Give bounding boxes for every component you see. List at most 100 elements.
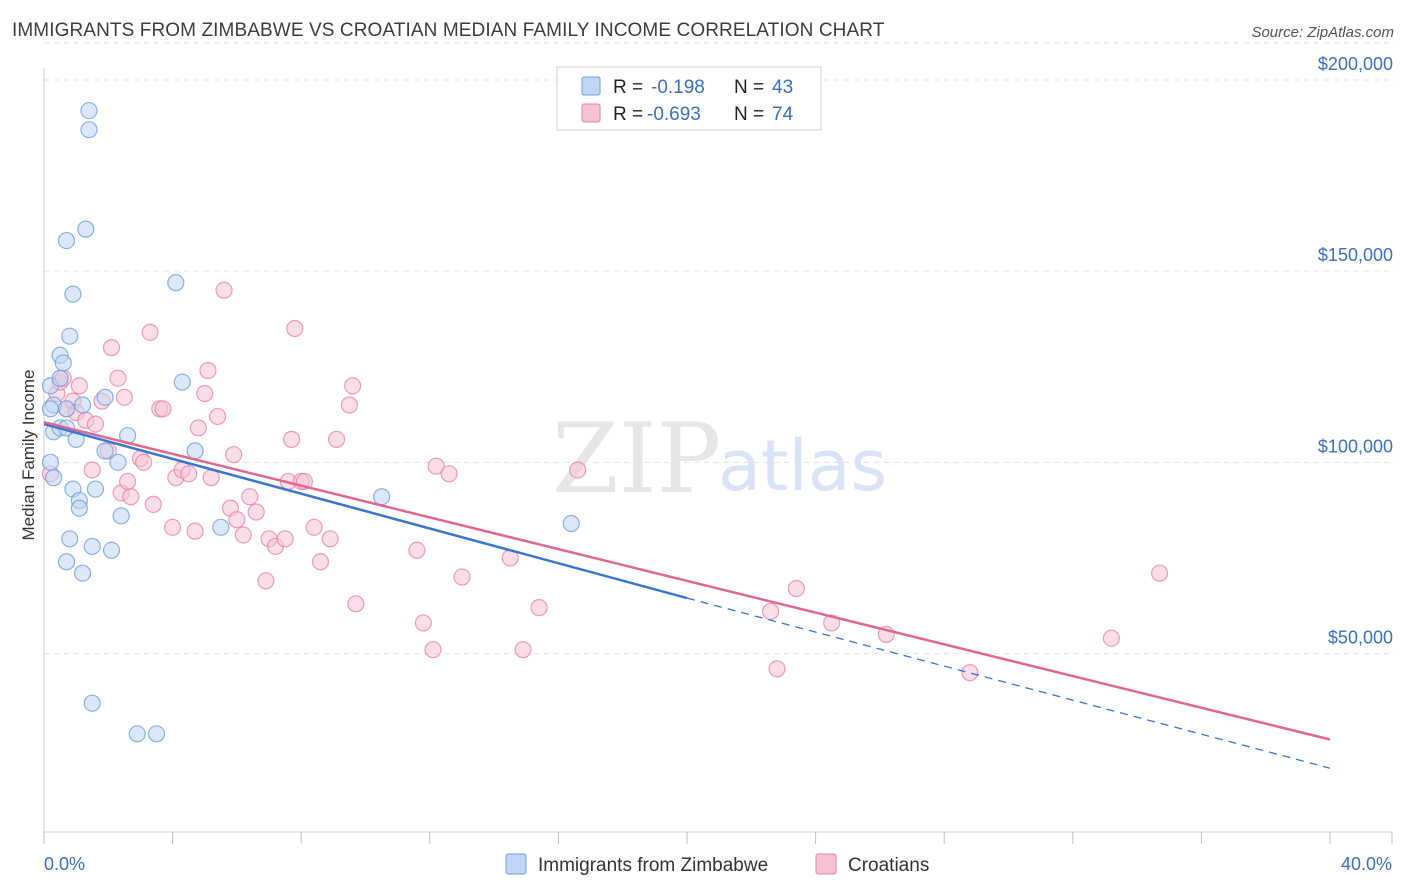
zimbabwe-point <box>372 488 391 506</box>
x-tick-labels: 0.0% 40.0% <box>44 854 1392 874</box>
zimbabwe-point <box>562 514 580 533</box>
croatians-point <box>118 472 137 491</box>
croatians-point <box>83 461 101 479</box>
croatians-point <box>514 641 532 659</box>
croatians-point <box>115 388 133 406</box>
zimbabwe-point <box>167 274 185 292</box>
y-tick-label: $150,000 <box>1318 245 1393 265</box>
zimbabwe-point <box>73 564 92 582</box>
croatians-point <box>154 400 172 418</box>
watermark-zip: ZIP <box>552 403 721 515</box>
legend-r-label-2: R = <box>613 104 643 125</box>
watermark: ZIP atlas <box>552 403 887 515</box>
zimbabwe-point <box>70 499 88 517</box>
zimbabwe-point <box>112 507 130 525</box>
y-tick-labels: $50,000 $100,000 $150,000 $200,000 <box>1318 54 1393 648</box>
croatians-point <box>122 488 140 506</box>
series-legend-swatch-zimbabwe <box>505 853 527 875</box>
zimbabwe-point <box>109 453 127 471</box>
croatians-point <box>530 599 548 617</box>
zimbabwe-point <box>83 694 101 712</box>
zimbabwe-point <box>80 121 98 139</box>
zimbabwe-point <box>61 530 79 548</box>
legend-r-value-2: -0.693 <box>647 104 701 125</box>
series-legend-label-zimbabwe: Immigrants from Zimbabwe <box>538 855 768 876</box>
croatians-point <box>215 281 233 299</box>
croatians-point <box>70 377 88 395</box>
x-tick-label-max: 40.0% <box>1341 854 1392 874</box>
y-tick-label: $200,000 <box>1318 54 1393 74</box>
zimbabwe-point <box>83 537 101 556</box>
croatians-point <box>414 614 432 632</box>
zimbabwe-point <box>54 354 72 372</box>
croatians-point <box>340 396 359 414</box>
legend-swatch-croatians <box>581 103 601 123</box>
zimbabwe-point <box>77 220 95 238</box>
watermark-atlas: atlas <box>718 425 887 507</box>
zimbabwe-trend-line <box>43 422 688 600</box>
croatians-point <box>225 446 243 464</box>
croatians-point <box>209 407 227 426</box>
croatians-point <box>186 522 204 540</box>
croatians-point <box>327 430 346 448</box>
croatians-point <box>347 595 365 613</box>
croatians-point <box>109 369 127 387</box>
zimbabwe-point <box>57 400 76 418</box>
legend-n-label-2: N = <box>734 104 764 125</box>
y-tick-label: $100,000 <box>1318 436 1393 456</box>
zimbabwe-point <box>147 725 166 743</box>
croatians-point <box>135 453 153 471</box>
croatians-point <box>247 503 265 521</box>
zimbabwe-point <box>186 442 204 460</box>
croatians-point <box>102 339 121 357</box>
zimbabwe-point <box>73 396 92 414</box>
croatians-point <box>424 641 442 659</box>
legend-n-label-1: N = <box>734 77 764 98</box>
legend-r-label-1: R = <box>613 77 643 98</box>
zimbabwe-point <box>80 101 98 120</box>
croatians-point <box>144 495 162 513</box>
y-tick-label: $50,000 <box>1328 628 1393 648</box>
axes <box>43 68 1393 844</box>
croatians-trend-line <box>43 420 1331 741</box>
zimbabwe-point <box>128 725 146 743</box>
series-legend-swatch-croatians <box>815 853 837 875</box>
croatians-point <box>305 518 323 536</box>
zimbabwe-point <box>61 327 79 345</box>
trend-lines <box>43 420 1331 769</box>
croatians-point <box>453 568 471 586</box>
croatians-point <box>241 488 259 506</box>
stats-legend: R = -0.198 N = 43 R = -0.693 N = 74 <box>556 66 822 131</box>
croatians-point <box>787 579 805 598</box>
zimbabwe-point <box>41 453 60 471</box>
series-legend: Immigrants from Zimbabwe Croatians <box>505 853 929 876</box>
legend-swatch-zimbabwe <box>581 76 601 96</box>
croatians-point <box>344 377 362 395</box>
series-legend-label-croatians: Croatians <box>848 855 929 876</box>
legend-r-value-1: -0.198 <box>651 77 705 98</box>
croatians-point <box>1151 564 1169 582</box>
croatians-point <box>228 511 246 529</box>
croatians-point <box>823 614 841 632</box>
croatians-point <box>569 461 587 479</box>
zimbabwe-points <box>41 101 580 743</box>
croatians-point <box>234 526 252 544</box>
zimbabwe-point <box>57 231 76 250</box>
legend-n-value-1: 43 <box>772 77 793 98</box>
zimbabwe-trend-dashed <box>686 597 1331 769</box>
croatians-point <box>199 361 217 380</box>
zimbabwe-point <box>57 553 76 571</box>
croatians-point <box>761 602 780 621</box>
croatians-point <box>321 530 339 548</box>
zimbabwe-point <box>212 518 230 536</box>
zimbabwe-point <box>86 480 105 498</box>
source-credit: Source: ZipAtlas.com <box>1251 24 1394 41</box>
legend-n-value-2: 74 <box>772 104 794 125</box>
croatians-point <box>196 384 214 403</box>
croatians-point <box>311 553 330 571</box>
croatians-point <box>86 415 105 433</box>
zimbabwe-point <box>41 400 60 418</box>
croatians-point <box>440 465 458 483</box>
zimbabwe-point <box>96 442 114 460</box>
